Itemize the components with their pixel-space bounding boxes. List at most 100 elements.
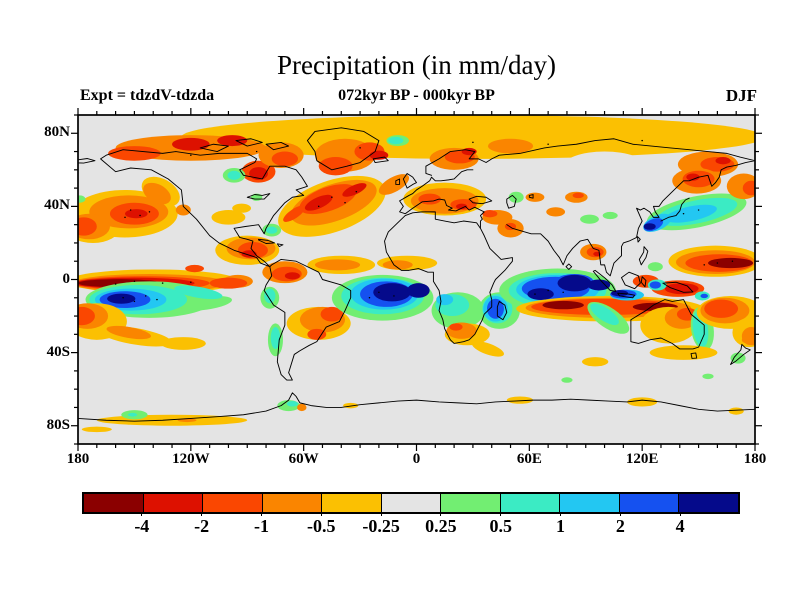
anomaly-region	[728, 407, 744, 415]
anomaly-region	[217, 135, 248, 147]
colorbar-boundary-tick	[380, 512, 382, 516]
x-tick-label: 180	[66, 451, 90, 467]
colorbar-segment	[321, 494, 381, 512]
anomaly-region	[527, 288, 554, 300]
anomaly-region	[707, 257, 754, 269]
anomaly-region	[482, 210, 498, 218]
colorbar-tick-label: 0.25	[425, 516, 457, 536]
anomaly-region	[449, 323, 463, 331]
colorbar-boundary-tick	[619, 512, 621, 516]
colorbar-tick-label: 4	[675, 516, 685, 536]
y-tick-label: 80S	[46, 416, 70, 433]
colorbar-segment	[202, 494, 262, 512]
colorbar-tick-label: 0.5	[489, 516, 512, 536]
anomaly-region	[185, 264, 204, 273]
x-axis-labels: 180 120W 60W 0 60E 120E 180	[67, 451, 767, 471]
anomaly-region	[602, 211, 618, 220]
colorbar-tick-label: -0.5	[307, 516, 336, 536]
anomaly-region	[388, 136, 404, 145]
anomaly-region	[542, 300, 584, 310]
colorbar-segment	[559, 494, 619, 512]
chart-subtitle: 072kyr BP - 000kyr BP	[338, 87, 495, 104]
world-map	[78, 115, 755, 444]
x-tick-label: 60E	[516, 451, 542, 467]
anomaly-region	[649, 345, 718, 360]
colorbar-tick-label: -1	[253, 516, 269, 536]
colorbar-boundary-tick	[679, 512, 681, 516]
anomaly-region	[297, 403, 307, 412]
colorbar-boundary-tick	[500, 512, 502, 516]
anomaly-region	[266, 226, 278, 234]
season-label: DJF	[725, 86, 757, 105]
colorbar-boundary-tick	[560, 512, 562, 516]
colorbar-ticks	[82, 512, 740, 516]
anomaly-region	[436, 294, 454, 306]
anomaly-region	[81, 426, 112, 433]
anomaly-region	[286, 401, 299, 407]
anomaly-region	[407, 283, 430, 298]
colorbar-boundary-tick	[141, 512, 143, 516]
anomaly-region	[108, 146, 161, 161]
colorbar-segment	[678, 494, 739, 512]
colorbar-boundary-tick	[260, 512, 262, 516]
colorbar-tick-label: -0.25	[362, 516, 400, 536]
anomaly-region	[700, 293, 708, 299]
anomaly-region	[271, 151, 299, 167]
anomaly-region	[649, 281, 661, 289]
colorbar-segment	[261, 494, 322, 512]
anomaly-region	[587, 279, 611, 291]
anomaly-region	[572, 192, 584, 199]
colorbar-segment	[499, 494, 560, 512]
anomaly-region	[107, 293, 136, 304]
map-canvas	[78, 115, 755, 444]
colorbar-tick-label: 2	[615, 516, 625, 536]
x-tick-label: 60W	[288, 451, 319, 467]
anomaly-region	[284, 272, 300, 280]
colorbar	[82, 492, 740, 514]
y-tick-label: 40S	[46, 343, 70, 360]
anomaly-region	[264, 288, 276, 304]
anomaly-region	[580, 214, 599, 224]
colorbar-segment	[84, 494, 143, 512]
experiment-label: Expt = tdzdV-tdzda	[80, 87, 215, 104]
anomaly-region	[546, 207, 566, 217]
anomaly-region	[741, 336, 754, 344]
colorbar-segment	[440, 494, 500, 512]
anomaly-region	[581, 357, 609, 367]
chart-title: Precipitation (in mm/day)	[277, 50, 556, 80]
anomaly-region	[647, 262, 663, 272]
colorbar-boundary-tick	[320, 512, 322, 516]
anomaly-region	[643, 223, 656, 230]
y-axis-labels: 80N 40N 0 40S 80S	[14, 115, 70, 444]
y-tick-label: 0	[62, 270, 71, 287]
colorbar-tick-label: -2	[194, 516, 210, 536]
anomaly-region	[232, 203, 252, 213]
anomaly-region	[508, 191, 524, 203]
anomaly-region	[715, 157, 731, 165]
anomaly-region	[227, 170, 241, 180]
anomaly-region	[702, 373, 714, 380]
anomaly-region	[160, 337, 206, 350]
colorbar-boundary-tick	[440, 512, 442, 516]
anomaly-region	[418, 193, 441, 205]
colorbar-tick-label: -4	[134, 516, 150, 536]
colorbar-segment	[142, 494, 203, 512]
x-tick-label: 0	[412, 451, 421, 467]
x-tick-label: 180	[743, 451, 767, 467]
colorbar-labels: -4 -2 -1 -0.5 -0.25 0.25 0.5 1 2 4	[82, 516, 740, 538]
anomaly-region	[127, 412, 138, 417]
x-tick-label: 120E	[625, 451, 659, 467]
colorbar-segment	[380, 494, 441, 512]
anomaly-region	[561, 377, 573, 383]
anomaly-region	[487, 138, 534, 154]
anomaly-region	[704, 299, 739, 318]
colorbar-tick-label: 1	[556, 516, 566, 536]
colorbar-boundary-tick	[201, 512, 203, 516]
anomaly-region	[557, 274, 592, 292]
x-tick-label: 120W	[172, 451, 210, 467]
anomaly-region	[307, 328, 327, 340]
colorbar-segment	[618, 494, 679, 512]
anomaly-region	[314, 259, 361, 271]
anomaly-region	[525, 192, 545, 202]
